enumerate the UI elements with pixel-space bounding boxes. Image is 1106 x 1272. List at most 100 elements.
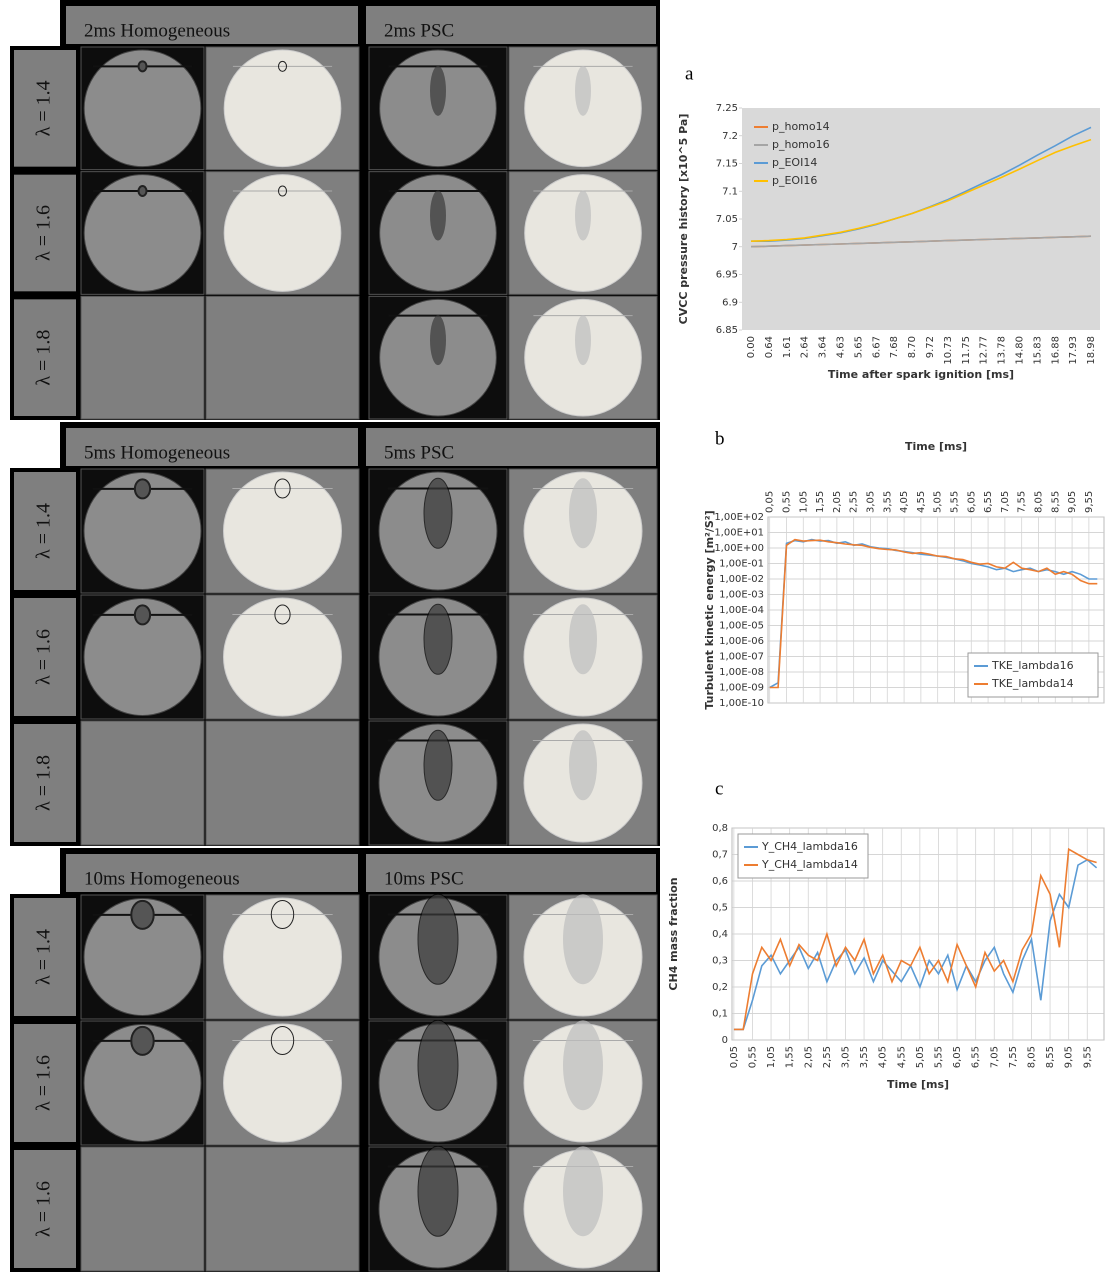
x-tick-label: 5,55 [933, 1046, 944, 1068]
schlieren-image [83, 472, 202, 590]
y-axis-title: CH4 mass fraction [667, 877, 680, 990]
y-tick-label: 1,00E+00 [714, 543, 764, 554]
flame-plume [430, 190, 446, 241]
y-tick-label: 1,00E-10 [719, 698, 764, 709]
y-tick-label: 1,00E-07 [719, 652, 764, 663]
x-tick-label: 1.61 [782, 336, 793, 358]
legend-label: p_EOI16 [772, 174, 817, 187]
y-axis-title: Turbulent kinetic energy [m²/S²] [703, 510, 716, 709]
x-tick-label: 4,55 [916, 491, 927, 513]
flame-kernel [274, 604, 291, 625]
simulation-image [223, 897, 342, 1017]
flame-plume [563, 1020, 603, 1111]
y-tick-label: 7.25 [716, 103, 738, 114]
header-box [66, 6, 358, 44]
x-tick-label: 0,05 [765, 491, 776, 513]
y-tick-label: 7.1 [722, 186, 738, 197]
simulation-image [223, 174, 342, 292]
x-tick-label: 17.93 [1068, 336, 1079, 365]
flame-plume [575, 190, 591, 241]
flame-kernel [270, 1026, 295, 1056]
panel-letter: c [715, 778, 723, 799]
legend-label: Y_CH4_lambda16 [761, 840, 858, 853]
flame-kernel [274, 478, 291, 499]
x-tick-label: 7.68 [889, 336, 900, 358]
x-tick-label: 6,05 [966, 491, 977, 513]
x-tick-label: 0,55 [747, 1046, 758, 1068]
x-tick-label: 2,55 [849, 491, 860, 513]
x-tick-label: 9,55 [1082, 1046, 1093, 1068]
series-line [769, 538, 1098, 689]
row-label: λ = 1.8 [33, 755, 55, 811]
panel-header: 2ms PSC [384, 20, 454, 41]
y-tick-label: 1,00E-04 [719, 605, 764, 616]
row-label: λ = 1.6 [33, 1055, 55, 1111]
flame-plume [569, 604, 597, 675]
legend-label: Y_CH4_lambda14 [761, 858, 858, 871]
x-tick-label: 13.78 [997, 336, 1008, 365]
x-tick-label: 14.80 [1014, 336, 1025, 365]
x-axis-title: Time [ms] [887, 1078, 949, 1091]
flame-kernel [130, 1025, 155, 1056]
row-label: λ = 1.4 [33, 80, 55, 136]
panel-header: 5ms PSC [384, 442, 454, 463]
row-label-box [14, 598, 76, 716]
flame-plume [430, 65, 446, 116]
x-tick-label: 2,55 [822, 1046, 833, 1068]
y-tick-label: 7 [732, 242, 738, 253]
x-tick-label: 5,05 [915, 1046, 926, 1068]
y-tick-label: 0,6 [712, 876, 728, 887]
y-tick-label: 0,7 [712, 850, 728, 861]
y-axis-title: CVCC pressure history [x10^5 Pa] [677, 114, 690, 325]
x-tick-label: 10.73 [943, 336, 954, 365]
y-tick-label: 0,1 [712, 1009, 728, 1020]
schlieren-image [83, 598, 202, 716]
row-label-box [14, 472, 76, 590]
flame-plume [563, 1146, 603, 1237]
panel-header: 2ms Homogeneous [84, 20, 230, 41]
x-tick-label: 8.70 [907, 336, 918, 358]
x-tick-label: 9,05 [1064, 1046, 1075, 1068]
x-tick-label: 3,05 [840, 1046, 851, 1068]
x-tick-label: 11.75 [961, 336, 972, 365]
x-tick-label: 16.88 [1050, 336, 1061, 365]
panel-header: 10ms Homogeneous [84, 868, 240, 889]
legend-box [748, 114, 878, 194]
y-tick-label: 6.9 [722, 297, 738, 308]
x-tick-label: 5.65 [853, 336, 864, 358]
y-tick-label: 1,00E-08 [719, 667, 764, 678]
row-label: λ = 1.6 [33, 1181, 55, 1237]
simulation-image [223, 471, 342, 591]
x-tick-label: 7,05 [989, 1046, 1000, 1068]
flame-plume [417, 1145, 459, 1237]
header-box [366, 854, 656, 892]
x-tick-label: 1,55 [785, 1046, 796, 1068]
header-box [366, 6, 656, 44]
panel-letter: b [715, 428, 725, 449]
x-tick-label: 7,55 [1008, 1046, 1019, 1068]
legend-label: TKE_lambda14 [991, 677, 1074, 690]
row-label-box [14, 299, 76, 416]
x-tick-label: 6.67 [871, 336, 882, 358]
schlieren-image [83, 174, 202, 292]
x-tick-label: 1,05 [798, 491, 809, 513]
y-tick-label: 1,00E-03 [719, 590, 764, 601]
x-tick-label: 4,05 [878, 1046, 889, 1068]
y-tick-label: 7.15 [716, 159, 738, 170]
x-tick-label: 9,05 [1067, 491, 1078, 513]
image-cell [80, 295, 205, 420]
header-box [66, 854, 358, 892]
image-cell [205, 720, 360, 846]
row-label: λ = 1.6 [33, 205, 55, 261]
x-tick-label: 0.00 [746, 336, 757, 358]
row-label: λ = 1.4 [33, 503, 55, 559]
x-tick-label: 8,05 [1033, 491, 1044, 513]
flame-plume [417, 1019, 459, 1111]
row-label: λ = 1.4 [33, 929, 55, 985]
schlieren-image [83, 1024, 202, 1142]
row-label: λ = 1.6 [33, 629, 55, 685]
x-tick-label: 7,55 [1017, 491, 1028, 513]
legend-box [737, 833, 869, 879]
flame-plume [575, 65, 591, 116]
